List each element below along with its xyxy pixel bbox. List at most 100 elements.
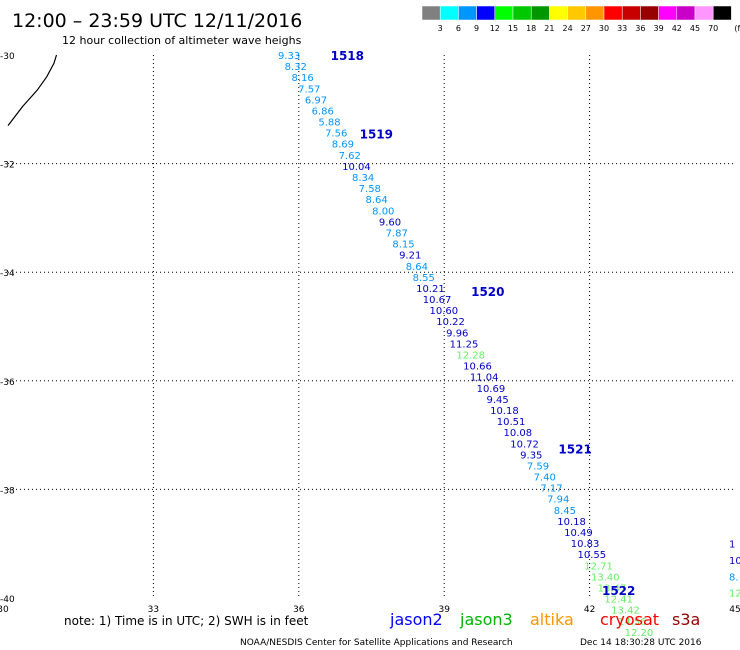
swh-readings: 9.338.328.167.576.976.865.887.568.697.62…: [278, 51, 653, 639]
swh-reading: 10.49: [564, 528, 593, 539]
scale-swatch: [658, 5, 678, 21]
scale-swatch: [603, 5, 623, 21]
pass-labels: 1518 1519 1520 1521 1522: [331, 49, 636, 598]
edge-readings: 1 10 8. 12.: [729, 540, 740, 600]
pass-number: 1521: [558, 443, 591, 457]
lat-tick-label: -36: [0, 378, 15, 388]
edge-reading: 1: [729, 540, 735, 551]
map-title: 12:00 – 23:59 UTC 12/11/2016: [12, 10, 302, 32]
lat-tick-label: -38: [0, 486, 15, 496]
swh-reading: 13.42: [611, 606, 640, 617]
scale-label: 21: [544, 24, 554, 33]
scale-label: 70: [708, 24, 718, 33]
scale-label: 18: [526, 24, 536, 33]
lon-tick-label: 30: [0, 605, 9, 615]
lat-lon-grid: [8, 55, 735, 598]
swh-reading: 10.08: [503, 428, 532, 439]
swh-reading: 10.18: [557, 517, 586, 528]
coastline: [7, 54, 58, 126]
swh-reading: 9.33: [278, 51, 300, 62]
map-subtitle: 12 hour collection of altimeter wave hei…: [62, 34, 302, 47]
scale-label: 45: [690, 24, 700, 33]
lat-tick-label: -30: [0, 52, 15, 62]
edge-reading: 12.: [729, 589, 740, 600]
swh-reading: 11.04: [470, 373, 499, 384]
scale-swatch: [585, 5, 605, 21]
footer-note: note: 1) Time is in UTC; 2) SWH is in fe…: [64, 614, 309, 628]
swh-reading: 10.22: [436, 317, 465, 328]
swh-reading: 8.55: [413, 273, 435, 284]
swh-reading: 10.21: [416, 284, 445, 295]
swh-reading: 7.62: [339, 151, 361, 162]
scale-swatch: [640, 5, 659, 21]
scale-label: 24: [563, 24, 573, 33]
scale-label: 42: [672, 24, 682, 33]
swh-reading: 10.69: [477, 384, 506, 395]
pass-number: 1522: [602, 584, 635, 598]
scale-label: 9: [474, 24, 479, 33]
swh-reading: 10.51: [497, 417, 526, 428]
swh-reading: 9.35: [520, 450, 542, 461]
pass-number: 1518: [331, 49, 364, 63]
scale-label: 33: [617, 24, 627, 33]
swh-reading: 10.18: [490, 406, 519, 417]
swh-reading: 7.59: [527, 462, 549, 473]
lon-tick-label: 42: [584, 605, 595, 615]
swh-reading: 8.64: [365, 195, 387, 206]
swh-reading: 8.34: [352, 173, 374, 184]
scale-label: 15: [508, 24, 518, 33]
scale-swatch: [621, 5, 641, 21]
swh-reading: 9.21: [399, 251, 421, 262]
swh-reading: 6.97: [305, 95, 327, 106]
swh-reading: 9.96: [446, 328, 468, 339]
footer-credit: NOAA/NESDIS Center for Satellite Applica…: [240, 638, 513, 648]
swh-reading: 8.69: [332, 140, 354, 151]
swh-reading: 12.28: [456, 351, 485, 362]
swh-reading: 10.67: [423, 295, 452, 306]
scale-swatch: [421, 5, 441, 21]
swh-reading: 13.40: [591, 572, 620, 583]
swh-reading: 12.41: [604, 595, 633, 606]
footer-timestamp: Dec 14 18:30:28 UTC 2016: [580, 638, 702, 648]
scale-swatch: [458, 5, 477, 21]
scale-label: 3: [438, 24, 443, 33]
swh-reading: 14.56: [618, 617, 647, 628]
satellite-legend: jason2 jason3 altika cryosat s3a: [389, 610, 700, 629]
scale-swatch: [549, 5, 568, 21]
scale-swatch: [530, 5, 550, 21]
scale-swatch: [494, 5, 514, 21]
lon-tick-label: 45: [729, 605, 740, 615]
swh-reading: 7.87: [386, 229, 408, 240]
lat-tick-label: -34: [0, 269, 15, 279]
swh-reading: 8.00: [372, 206, 394, 217]
lon-tick-label: 33: [148, 605, 159, 615]
edge-reading: 10: [729, 556, 740, 567]
swh-reading: 7.58: [359, 184, 381, 195]
swh-reading: 10.60: [429, 306, 458, 317]
lon-tick-label: 36: [293, 605, 305, 615]
scale-swatch: [476, 5, 496, 21]
satellite-jason3: jason3: [459, 610, 513, 629]
pass-number: 1520: [471, 285, 504, 299]
scale-label: 36: [635, 24, 645, 33]
swh-reading: 9.45: [486, 395, 508, 406]
scale-swatch: [512, 5, 532, 21]
scale-swatch: [567, 5, 587, 21]
swh-reading: 8.64: [406, 262, 428, 273]
scale-label: 27: [581, 24, 591, 33]
satellite-cryosat: cryosat: [600, 610, 659, 629]
lat-tick-label: -32: [0, 161, 15, 171]
swh-reading: 5.88: [318, 118, 340, 129]
swh-reading: 8.15: [392, 240, 414, 251]
swh-reading: 10.72: [510, 439, 539, 450]
scale-label: 12: [490, 24, 500, 33]
scale-swatch: [694, 5, 714, 21]
scale-swatch: [676, 5, 696, 21]
swh-reading: 12.71: [584, 561, 613, 572]
lat-tick-label: -40: [0, 595, 15, 605]
edge-reading: 8.: [729, 572, 739, 583]
scale-swatch: [439, 5, 459, 21]
